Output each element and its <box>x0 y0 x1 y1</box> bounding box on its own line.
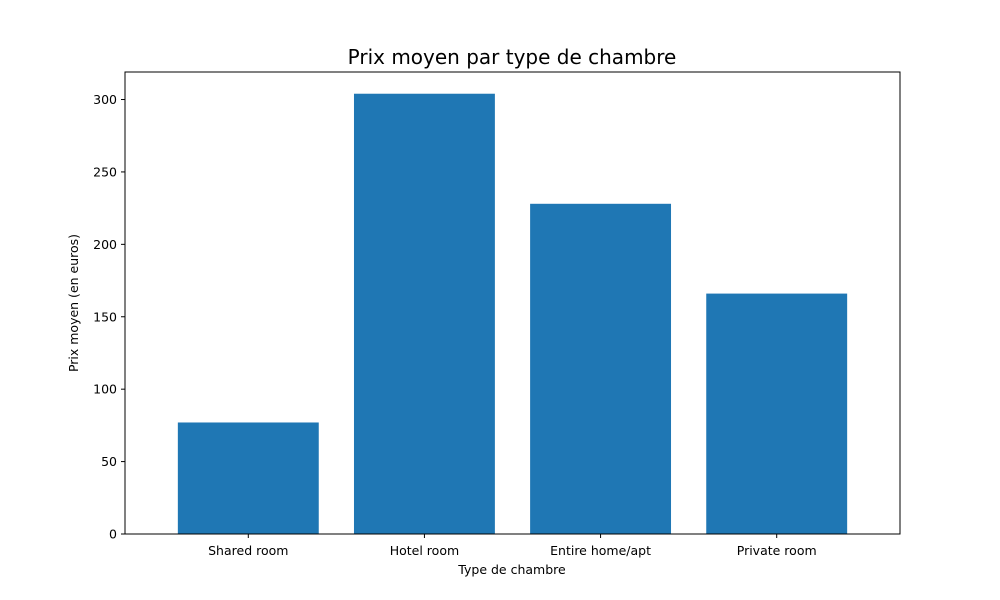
x-tick-label: Entire home/apt <box>550 543 651 558</box>
y-tick-label: 250 <box>93 164 117 179</box>
bar-hotel-room <box>353 93 495 535</box>
y-tick-label: 0 <box>109 527 117 542</box>
x-tick-label: Hotel room <box>390 543 459 558</box>
y-tick-label: 50 <box>101 454 117 469</box>
y-tick-label: 200 <box>93 237 117 252</box>
bar-entire-home-apt <box>530 203 672 535</box>
y-tick-label: 150 <box>93 309 117 324</box>
y-tick-label: 100 <box>93 382 117 397</box>
bar-private-room <box>706 293 848 534</box>
x-tick-label: Private room <box>737 543 817 558</box>
y-axis-ticks: 0 50 100 150 200 250 300 <box>93 92 125 542</box>
bar-shared-room <box>177 422 319 534</box>
bars-group <box>177 93 848 535</box>
plot-frame <box>124 71 901 535</box>
chart-title: Prix moyen par type de chambre <box>348 45 677 69</box>
x-tick-label: Shared room <box>208 543 288 558</box>
y-axis-label: Prix moyen (en euros) <box>66 234 81 372</box>
x-axis-label: Type de chambre <box>457 562 566 577</box>
x-axis-ticks: Shared room Hotel room Entire home/apt Priv… <box>208 534 817 558</box>
y-tick-label: 300 <box>93 92 117 107</box>
